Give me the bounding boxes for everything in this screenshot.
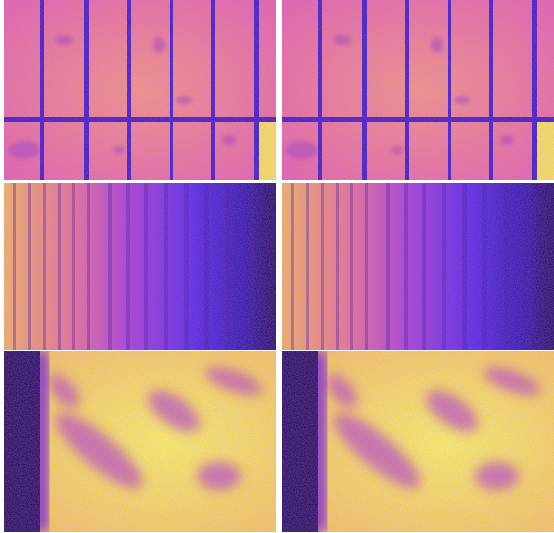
- image-right-top: [282, 0, 554, 180]
- image-left-bottom: [4, 351, 276, 532]
- image-grid: [0, 0, 554, 533]
- image-right-middle: [282, 183, 554, 350]
- image-left-top: [4, 0, 276, 180]
- page: [0, 0, 554, 533]
- image-right-bottom: [282, 351, 554, 532]
- image-left-middle: [4, 183, 276, 350]
